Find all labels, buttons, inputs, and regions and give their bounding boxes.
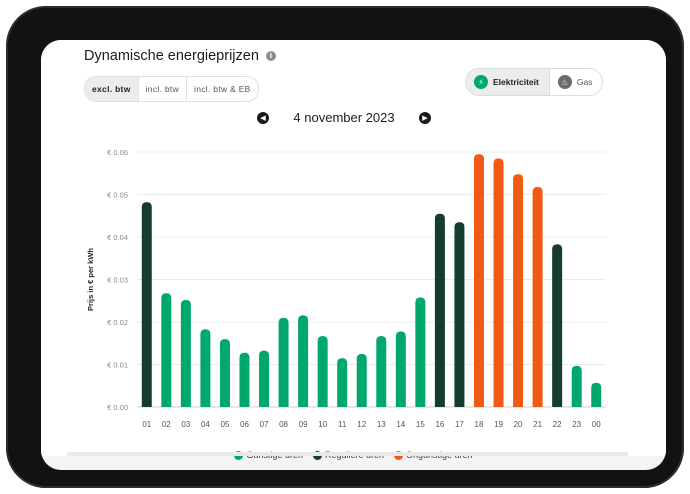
x-tick-label: 11 xyxy=(338,420,347,429)
x-tick-label: 08 xyxy=(279,420,288,429)
bar-13 xyxy=(376,336,387,407)
x-tick-label: 07 xyxy=(260,420,269,429)
x-tick-label: 14 xyxy=(396,420,405,429)
bar-05 xyxy=(219,339,230,407)
bar-14 xyxy=(395,331,406,407)
y-tick-label: € 0.03 xyxy=(107,276,128,285)
x-tick-label: 13 xyxy=(377,420,386,429)
bar-23 xyxy=(571,365,582,407)
y-tick-label: € 0.02 xyxy=(107,318,128,327)
y-tick-label: € 0.01 xyxy=(107,361,128,370)
vat-toggle: excl. btw incl. btw incl. btw & EB xyxy=(84,76,259,102)
bar-06 xyxy=(239,352,250,407)
x-tick-label: 16 xyxy=(435,420,444,429)
lightning-icon: ⚡ xyxy=(474,75,488,89)
bottom-divider xyxy=(67,452,628,456)
y-axis-title: Prijs in € per kWh xyxy=(86,248,95,311)
x-tick-label: 12 xyxy=(357,420,366,429)
bar-12 xyxy=(356,353,367,407)
x-tick-label: 21 xyxy=(533,420,542,429)
info-icon[interactable]: i xyxy=(265,51,276,61)
bar-11 xyxy=(337,358,348,407)
x-tick-label: 20 xyxy=(514,420,523,429)
price-bar-chart: € 0.00 € 0.01 € 0.02 € 0.03 € 0.04 € 0.05 € 0.… xyxy=(86,148,606,429)
y-tick-label: € 0.04 xyxy=(107,233,128,242)
x-tick-label: 19 xyxy=(494,420,503,429)
x-tick-label: 09 xyxy=(299,420,308,429)
bar-16 xyxy=(434,213,445,407)
date-navigation: ◀ 4 november 2023 ▶ xyxy=(257,110,431,125)
title-row: Dynamische energieprijzen i xyxy=(84,48,276,64)
bar-10 xyxy=(317,336,328,407)
page-title: Dynamische energieprijzen xyxy=(84,48,259,64)
x-tick-label: 10 xyxy=(318,420,327,429)
bar-22 xyxy=(552,244,563,407)
x-tick-label: 05 xyxy=(220,420,229,429)
bar-18 xyxy=(473,154,484,407)
bar-02 xyxy=(161,293,172,407)
x-tick-label: 01 xyxy=(142,420,151,429)
bar-00 xyxy=(591,382,602,407)
x-tick-label: 23 xyxy=(572,420,581,429)
vat-option-incl-eb[interactable]: incl. btw & EB xyxy=(194,84,251,94)
arrow-left-icon[interactable]: ◀ xyxy=(257,111,269,124)
x-tick-label: 18 xyxy=(475,420,484,429)
bar-17 xyxy=(454,222,465,407)
y-tick-label: € 0.05 xyxy=(107,191,128,200)
tablet-frame: Dynamische energieprijzen i excl. btw in… xyxy=(6,6,684,488)
bar-07 xyxy=(259,350,270,407)
x-tick-label: 03 xyxy=(181,420,190,429)
vat-option-excl[interactable]: excl. btw xyxy=(85,77,139,101)
bar-21 xyxy=(532,186,543,407)
x-tick-label: 02 xyxy=(162,420,171,429)
bar-04 xyxy=(200,329,211,407)
energy-price-card: Dynamische energieprijzen i excl. btw in… xyxy=(41,40,666,460)
energy-type-toggle: ⚡ Elektriciteit ♨ Gas xyxy=(465,68,604,96)
vat-option-incl[interactable]: incl. btw xyxy=(139,77,188,101)
x-tick-label: 15 xyxy=(416,420,425,429)
gas-label: Gas xyxy=(576,77,593,87)
electricity-label: Elektriciteit xyxy=(493,77,539,87)
x-tick-label: 22 xyxy=(553,420,562,429)
date-label: 4 november 2023 xyxy=(293,110,395,125)
bar-01 xyxy=(141,202,152,407)
bar-08 xyxy=(278,317,289,407)
x-tick-label: 06 xyxy=(240,420,249,429)
arrow-right-icon[interactable]: ▶ xyxy=(419,111,431,124)
bar-09 xyxy=(298,315,309,407)
bar-20 xyxy=(513,174,524,407)
y-tick-label: € 0.06 xyxy=(107,148,128,157)
y-tick-label: € 0.00 xyxy=(107,403,128,412)
x-tick-label: 17 xyxy=(455,420,464,429)
gas-toggle-button[interactable]: ♨ Gas xyxy=(550,69,603,95)
x-tick-label: 00 xyxy=(592,420,601,429)
bar-19 xyxy=(493,158,504,407)
bar-03 xyxy=(180,299,191,407)
bar-15 xyxy=(415,297,426,407)
flame-icon: ♨ xyxy=(557,75,572,89)
tablet-screen: Dynamische energieprijzen i excl. btw in… xyxy=(41,40,666,470)
x-tick-label: 04 xyxy=(201,420,210,429)
electricity-toggle-button[interactable]: ⚡ Elektriciteit xyxy=(466,69,550,95)
